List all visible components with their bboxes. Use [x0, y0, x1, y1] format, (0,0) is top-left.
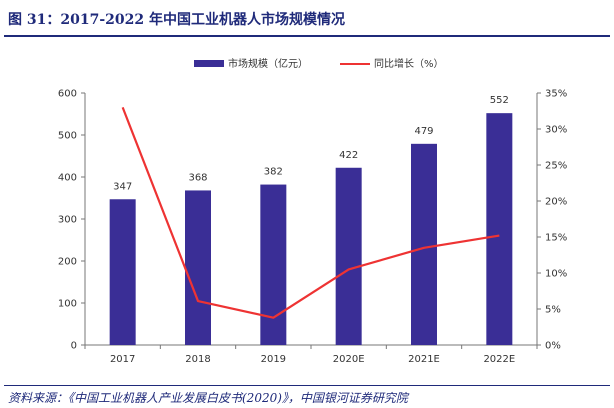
- legend-label-market-size: 市场规模（亿元）: [228, 57, 308, 70]
- x-tick-label: 2017: [110, 354, 135, 365]
- source-note: 资料来源：《中国工业机器人产业发展白皮书(2020)》，中国银河证券研究院: [8, 391, 408, 405]
- y-right-tick-label: 35%: [545, 89, 567, 100]
- y-right-tick-label: 25%: [545, 161, 567, 172]
- legend-swatch-bar: [194, 60, 224, 67]
- legend-label-growth: 同比增长（%）: [374, 57, 444, 70]
- y-right-tick-label: 5%: [545, 305, 561, 316]
- bar: [486, 113, 513, 345]
- bar-data-labels: 347 368 382 422 479 552: [113, 95, 509, 192]
- y-left-tick-label: 300: [58, 215, 77, 226]
- bar-data-label: 368: [188, 172, 207, 183]
- y-left-tick-label: 100: [58, 299, 77, 310]
- growth-line: [121, 107, 500, 319]
- y-left-tick-label: 400: [58, 173, 77, 184]
- y-left-tick-label: 600: [58, 89, 77, 100]
- bar-data-label: 422: [339, 150, 358, 161]
- y-right-tick-label: 15%: [545, 233, 567, 244]
- y-left-tick-label: 500: [58, 131, 77, 142]
- axes: 0 100 200 300 400 500 600 0% 5% 10% 15% 20% 25% 30% 35…: [58, 89, 567, 366]
- x-tick-label: 2019: [261, 354, 286, 365]
- x-tick-label: 2020E: [333, 354, 365, 365]
- title-divider: [4, 35, 610, 37]
- growth-line-series: [121, 107, 500, 319]
- bar: [109, 199, 136, 345]
- y-left-tick-label: 200: [58, 257, 77, 268]
- x-tick-label: 2021E: [408, 354, 440, 365]
- bar: [185, 190, 211, 345]
- bar-data-label: 552: [490, 95, 509, 106]
- bar-data-label: 382: [264, 167, 283, 178]
- y-right-tick-label: 10%: [545, 269, 567, 280]
- x-tick-label: 2022E: [483, 354, 515, 365]
- bar-data-label: 479: [414, 126, 433, 137]
- bar-series: [109, 113, 513, 345]
- bar-data-label: 347: [113, 181, 132, 192]
- y-right-tick-label: 20%: [545, 197, 567, 208]
- legend: 市场规模（亿元） 同比增长（%）: [194, 57, 444, 70]
- source-divider: [4, 385, 610, 386]
- bar: [260, 184, 287, 345]
- x-tick-label: 2018: [185, 354, 210, 365]
- y-right-tick-label: 0%: [545, 341, 561, 352]
- chart-title: 图 31：2017-2022 年中国工业机器人市场规模情况: [8, 12, 345, 28]
- y-left-tick-label: 0: [71, 341, 77, 352]
- bar: [411, 143, 437, 345]
- bar: [335, 167, 362, 345]
- y-right-tick-label: 30%: [545, 125, 567, 136]
